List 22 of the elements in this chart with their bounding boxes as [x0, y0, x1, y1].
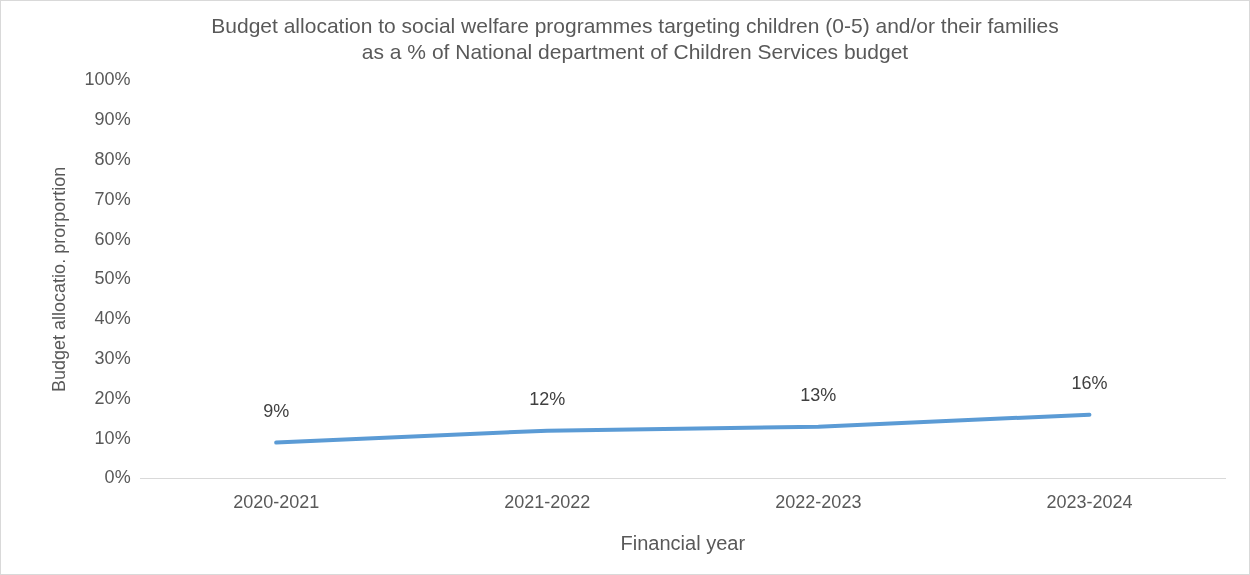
y-tick-label: 50%	[94, 268, 131, 289]
y-tick-label: 70%	[94, 188, 131, 209]
x-tick-label: 2021-2022	[504, 492, 591, 513]
data-label: 13%	[800, 384, 837, 405]
data-label: 16%	[1071, 372, 1108, 393]
chart-title: Budget allocation to social welfare programmes targeting children (0-5) and/or their families as a % of National department of Children Services budget	[211, 14, 1059, 63]
y-tick-label: 0%	[104, 467, 131, 488]
y-tick-label: 100%	[84, 69, 131, 90]
y-tick-label: 60%	[94, 228, 131, 249]
y-tick-label: 90%	[94, 109, 131, 130]
data-label: 9%	[263, 400, 290, 421]
x-tick-label: 2023-2024	[1046, 492, 1133, 513]
y-tick-label: 20%	[94, 387, 131, 408]
y-tick-label: 30%	[94, 347, 131, 368]
x-tick-label: 2020-2021	[233, 492, 320, 513]
y-tick-label: 40%	[94, 308, 131, 329]
y-tick-label: 10%	[94, 427, 131, 448]
y-axis-title: Budget allocatio. prorportion	[48, 166, 69, 392]
x-axis-title: Financial year	[620, 531, 746, 554]
data-label: 12%	[529, 388, 566, 409]
x-tick-label: 2022-2023	[775, 492, 862, 513]
y-tick-label: 80%	[94, 148, 131, 169]
